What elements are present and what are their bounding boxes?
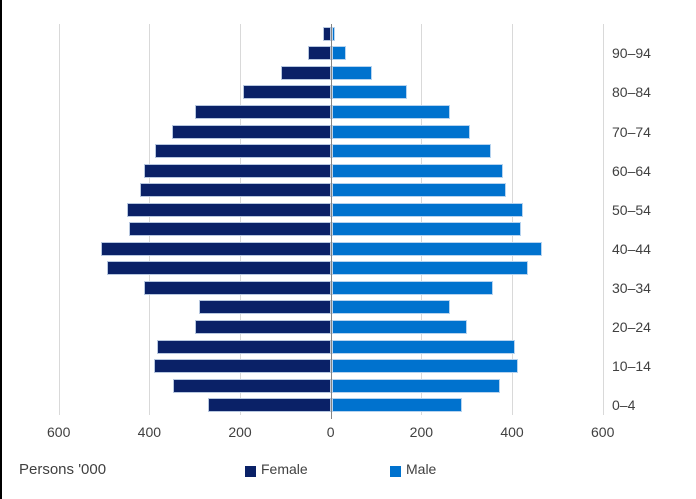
x-tick-label: 0 <box>326 424 335 440</box>
bar-male-25-29 <box>331 300 450 315</box>
age-axis-label: 80–84 <box>612 84 651 101</box>
age-axis-label: 20–24 <box>612 319 651 336</box>
bar-female-20-24 <box>195 320 331 335</box>
bar-female-90-94 <box>308 46 331 61</box>
bar-female-35-39 <box>107 261 331 276</box>
bar-male-10-14 <box>331 359 519 374</box>
bar-male-70-74 <box>331 124 471 139</box>
bar-male-50-54 <box>331 202 523 217</box>
bar-male-90-94 <box>331 46 347 61</box>
legend-label-male: Male <box>406 461 437 477</box>
gridline-600-right <box>602 24 604 415</box>
age-axis-label: 30–34 <box>612 279 651 296</box>
bar-female-30-34 <box>143 280 331 295</box>
bar-male-0-4 <box>331 398 463 413</box>
bar-female-95-99 <box>322 26 331 41</box>
bar-male-55-59 <box>331 183 507 198</box>
legend-label-female: Female <box>261 461 308 477</box>
bar-female-45-49 <box>129 222 331 237</box>
gridline-400-left <box>149 24 151 415</box>
bar-female-60-64 <box>144 163 331 178</box>
gridline-600-left <box>58 24 60 415</box>
center-axis-line <box>330 24 332 419</box>
bar-female-55-59 <box>139 183 331 198</box>
legend-swatch-male <box>390 466 401 477</box>
legend-swatch-female <box>245 466 256 477</box>
bar-male-85-89 <box>331 65 372 80</box>
bar-female-50-54 <box>126 202 331 217</box>
x-axis-title: Persons '000 <box>19 461 107 478</box>
bar-male-60-64 <box>331 163 504 178</box>
bar-female-15-19 <box>157 339 331 354</box>
bar-female-40-44 <box>100 241 331 256</box>
bar-male-20-24 <box>331 320 467 335</box>
x-tick-label: 400 <box>500 424 524 440</box>
x-tick-label: 200 <box>228 424 252 440</box>
age-axis-label: 50–54 <box>612 201 651 218</box>
bar-female-85-89 <box>280 65 331 80</box>
age-axis-label: 60–64 <box>612 162 651 179</box>
bar-male-95-99 <box>331 26 336 41</box>
screen-left-edge <box>0 0 2 499</box>
bar-female-10-14 <box>153 359 331 374</box>
bar-male-65-69 <box>331 144 491 159</box>
bar-female-70-74 <box>172 124 331 139</box>
bar-female-75-79 <box>195 104 331 119</box>
x-tick-label: 400 <box>137 424 162 440</box>
gridline-200-right <box>421 24 423 415</box>
bar-female-65-69 <box>154 144 331 159</box>
bar-male-30-34 <box>331 280 493 295</box>
gridline-200-left <box>240 24 242 415</box>
gridline-400-right <box>512 24 514 415</box>
bar-female-0-4 <box>207 398 331 413</box>
x-tick-label: 600 <box>47 424 71 440</box>
bar-male-40-44 <box>331 241 543 256</box>
bar-male-35-39 <box>331 261 528 276</box>
bar-male-15-19 <box>331 339 515 354</box>
age-axis-label: 10–14 <box>612 358 651 375</box>
bar-male-5-9 <box>331 378 501 393</box>
x-tick-label: 200 <box>409 424 434 440</box>
age-axis-label: 0–4 <box>612 397 636 414</box>
bar-female-80-84 <box>243 85 331 100</box>
bar-female-5-9 <box>172 378 331 393</box>
bar-male-80-84 <box>331 85 407 100</box>
age-axis-label: 40–44 <box>612 240 651 257</box>
bar-female-25-29 <box>198 300 331 315</box>
x-tick-label: 600 <box>591 424 615 440</box>
age-axis-label: 70–74 <box>612 123 651 140</box>
bar-male-75-79 <box>331 104 450 119</box>
age-axis-label: 90–94 <box>612 45 651 62</box>
bar-male-45-49 <box>331 222 522 237</box>
